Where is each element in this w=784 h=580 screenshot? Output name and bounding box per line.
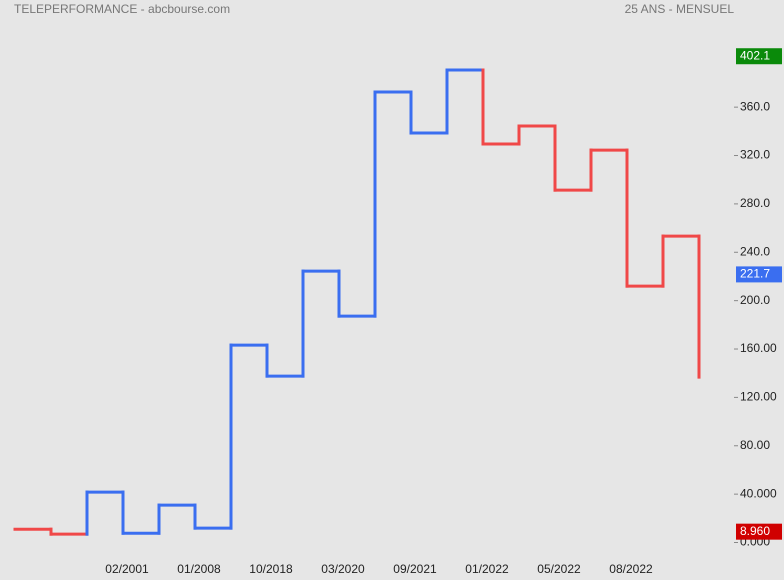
- y-tick-label: 160.00: [740, 341, 777, 355]
- x-tick-label: 01/2022: [465, 562, 509, 576]
- price-badge-label: 221.7: [740, 267, 770, 281]
- y-tick-label: 240.0: [740, 244, 770, 258]
- x-tick-label: 09/2021: [393, 562, 437, 576]
- x-tick-label: 10/2018: [249, 562, 293, 576]
- y-tick-label: 360.0: [740, 99, 770, 113]
- chart-subtitle: 25 ANS - MENSUEL: [625, 2, 735, 16]
- price-badge-label: 402.1: [740, 48, 770, 62]
- x-tick-label: 02/2001: [105, 562, 149, 576]
- price-badge: [736, 523, 782, 540]
- x-tick-label: 01/2008: [177, 562, 221, 576]
- price-badge: [736, 266, 782, 283]
- x-tick-label: 03/2020: [321, 562, 365, 576]
- y-tick-label: 40.000: [740, 486, 777, 500]
- price-badge-label: 8.960: [740, 524, 770, 538]
- y-tick-label: 120.00: [740, 390, 777, 404]
- price-badge: [736, 48, 782, 65]
- y-tick-label: 80.00: [740, 438, 770, 452]
- y-tick-label: 200.0: [740, 293, 770, 307]
- x-tick-label: 08/2022: [609, 562, 653, 576]
- chart-title: TELEPERFORMANCE - abcbourse.com: [14, 2, 230, 16]
- y-tick-label: 280.0: [740, 196, 770, 210]
- x-tick-label: 05/2022: [537, 562, 581, 576]
- y-tick-label: 320.0: [740, 148, 770, 162]
